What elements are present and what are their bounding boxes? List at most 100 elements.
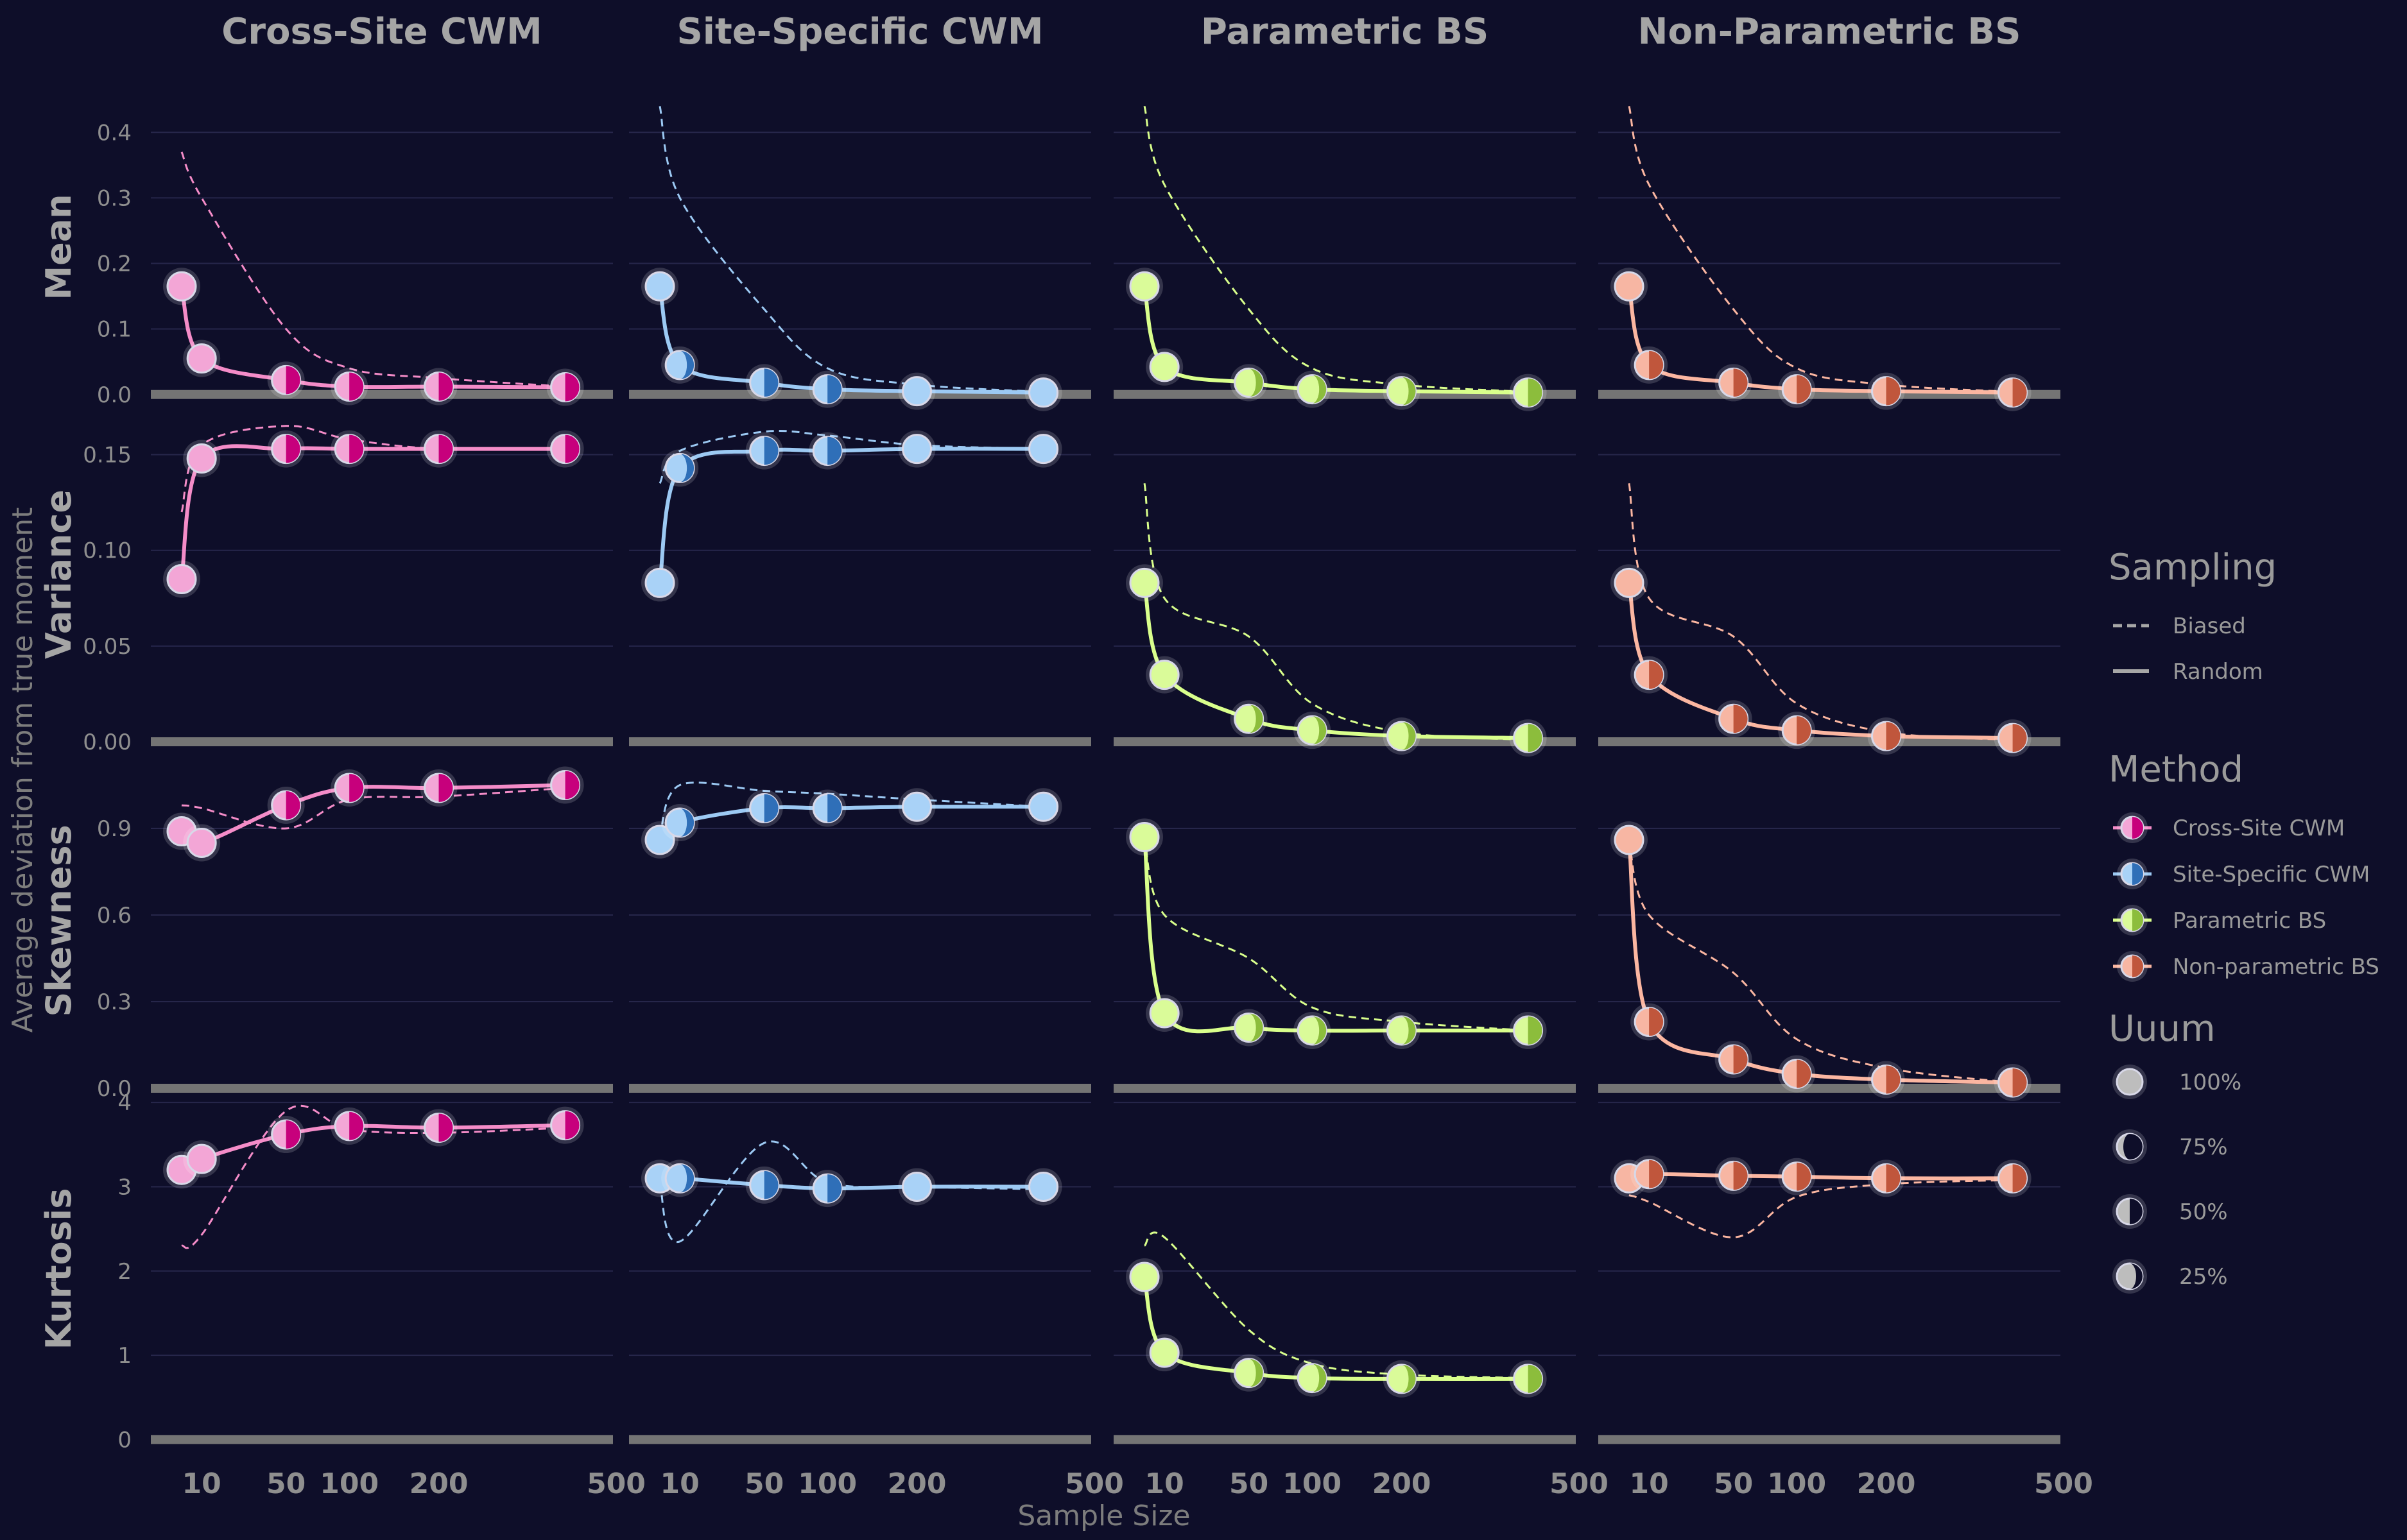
legend-key-uuum-50-fill (2130, 1199, 2143, 1224)
x-tick-label-site-specific-cwm-500: 500 (1065, 1467, 1124, 1500)
data-point-parametric-bs-kurtosis-1 (1146, 1334, 1184, 1372)
data-point-cross-site-cwm-kurtosis-2 (267, 1116, 305, 1154)
legend-key-uuum-25 (2112, 1259, 2147, 1294)
panel-skewness-parametric-bs (1114, 818, 1576, 1093)
x-tick-label-non-parametric-bs-50: 50 (1714, 1467, 1753, 1500)
data-point-site-specific-cwm-mean-2-fill (764, 368, 779, 397)
series-line-random-cross-site-cwm (180, 444, 565, 579)
x-tick-label-parametric-bs-100: 100 (1282, 1467, 1342, 1500)
data-point-site-specific-cwm-kurtosis-4-base (902, 1171, 933, 1202)
data-point-site-specific-cwm-skewness-5 (1024, 788, 1062, 826)
data-point-site-specific-cwm-mean-1 (661, 346, 699, 384)
data-point-parametric-bs-mean-4-fill (1401, 377, 1416, 406)
panel-kurtosis-cross-site-cwm (151, 1102, 613, 1444)
data-point-cross-site-cwm-skewness-4-fill (438, 774, 453, 802)
data-point-cross-site-cwm-kurtosis-1-base (186, 1143, 217, 1174)
data-point-site-specific-cwm-variance-4-base (902, 434, 933, 465)
data-point-non-parametric-bs-mean-1 (1630, 346, 1668, 384)
data-point-site-specific-cwm-variance-0-base (644, 567, 675, 598)
data-point-site-specific-cwm-mean-5-base (1028, 377, 1059, 408)
data-point-cross-site-cwm-variance-3 (331, 430, 368, 468)
panel-variance-non-parametric-bs (1598, 454, 2060, 757)
y-tick-label-skewness-2: 0.6 (97, 903, 132, 928)
data-point-non-parametric-bs-kurtosis-2 (1714, 1157, 1752, 1195)
data-point-cross-site-cwm-kurtosis-4 (420, 1109, 458, 1147)
data-point-cross-site-cwm-mean-3 (331, 368, 368, 406)
row-label-variance: Variance (39, 490, 79, 659)
data-point-site-specific-cwm-mean-2 (745, 364, 783, 402)
y-tick-label-mean-4: 0.4 (97, 120, 132, 146)
data-point-cross-site-cwm-mean-1 (183, 339, 221, 377)
data-point-parametric-bs-skewness-0 (1126, 818, 1163, 856)
series-line-random-site-specific-cwm (658, 447, 1044, 583)
data-point-parametric-bs-mean-2 (1230, 364, 1268, 402)
data-point-parametric-bs-kurtosis-4 (1383, 1360, 1420, 1398)
data-point-parametric-bs-skewness-2-fill (1248, 1013, 1263, 1042)
legend-label-uuum-75: 75% (2179, 1134, 2228, 1160)
data-point-non-parametric-bs-variance-3 (1778, 712, 1816, 749)
panel-mean-site-specific-cwm (629, 106, 1091, 411)
data-point-parametric-bs-mean-1 (1146, 348, 1184, 386)
data-point-non-parametric-bs-variance-0 (1610, 564, 1648, 602)
data-point-cross-site-cwm-mean-4 (420, 368, 458, 406)
data-point-parametric-bs-skewness-1-base (1149, 998, 1180, 1029)
data-point-parametric-bs-mean-5-fill (1528, 378, 1542, 407)
data-point-parametric-bs-mean-3-fill (1312, 375, 1327, 404)
data-point-site-specific-cwm-variance-3-fill (827, 436, 842, 465)
data-point-parametric-bs-variance-3-fill (1312, 716, 1327, 745)
legend-label-parametric-bs: Parametric BS (2173, 908, 2326, 934)
data-point-non-parametric-bs-skewness-5 (1994, 1064, 2032, 1101)
data-point-non-parametric-bs-variance-4 (1867, 717, 1905, 755)
series-line-biased-parametric-bs (1143, 837, 1528, 1032)
data-point-site-specific-cwm-skewness-3 (809, 789, 847, 827)
data-point-parametric-bs-variance-5-fill (1528, 724, 1542, 753)
legend: Sampling Biased Random Method Cross-Site CWM… (2109, 547, 2379, 1294)
panel-variance-cross-site-cwm (151, 425, 613, 747)
data-point-parametric-bs-mean-3 (1293, 370, 1331, 408)
x-tick-label-site-specific-cwm-50: 50 (745, 1467, 784, 1500)
data-point-parametric-bs-kurtosis-3-fill (1312, 1364, 1327, 1392)
y-tick-label-skewness-0: 0.0 (97, 1076, 132, 1102)
data-point-non-parametric-bs-kurtosis-4 (1867, 1159, 1905, 1197)
data-point-site-specific-cwm-skewness-2 (745, 789, 783, 827)
data-point-non-parametric-bs-mean-0-base (1614, 271, 1644, 302)
data-point-parametric-bs-skewness-5-fill (1528, 1016, 1542, 1045)
data-point-site-specific-cwm-variance-0 (641, 564, 678, 602)
legend-label-random: Random (2173, 659, 2263, 685)
data-point-cross-site-cwm-kurtosis-4-fill (438, 1113, 453, 1142)
data-point-cross-site-cwm-skewness-5-fill (565, 771, 580, 800)
data-point-cross-site-cwm-variance-5-fill (565, 434, 580, 463)
data-point-site-specific-cwm-skewness-5-base (1028, 791, 1059, 822)
data-point-parametric-bs-skewness-2 (1230, 1009, 1268, 1047)
row-label-mean: Mean (39, 194, 79, 300)
data-point-site-specific-cwm-mean-4 (898, 372, 936, 410)
data-point-cross-site-cwm-variance-4-fill (438, 434, 453, 463)
series-line-biased-cross-site-cwm (181, 1104, 565, 1249)
data-point-non-parametric-bs-skewness-2-fill (1733, 1045, 1748, 1074)
data-point-cross-site-cwm-variance-5 (546, 430, 584, 468)
series-line-biased-site-specific-cwm (659, 429, 1044, 484)
data-point-parametric-bs-variance-0-base (1129, 567, 1160, 598)
data-point-non-parametric-bs-skewness-4-fill (1886, 1065, 1901, 1094)
data-point-site-specific-cwm-mean-0 (641, 268, 678, 305)
data-point-site-specific-cwm-skewness-3-fill (827, 794, 842, 823)
data-point-site-specific-cwm-mean-3 (809, 370, 847, 408)
data-point-parametric-bs-kurtosis-4-fill (1401, 1364, 1416, 1393)
data-point-non-parametric-bs-mean-2 (1714, 364, 1752, 402)
data-point-cross-site-cwm-variance-2 (267, 430, 305, 468)
series-line-biased-site-specific-cwm (659, 1140, 1044, 1243)
legend-key-uuum-50 (2112, 1194, 2147, 1229)
y-tick-label-variance-1: 0.05 (83, 634, 132, 660)
y-tick-label-mean-0: 0.0 (97, 382, 132, 408)
data-point-cross-site-cwm-skewness-5 (546, 766, 584, 804)
data-point-parametric-bs-variance-4-fill (1401, 722, 1416, 751)
x-tick-label-cross-site-cwm-50: 50 (266, 1467, 306, 1500)
data-point-parametric-bs-mean-4 (1383, 372, 1420, 410)
data-point-non-parametric-bs-mean-3-fill (1797, 375, 1811, 404)
y-tick-label-mean-1: 0.1 (97, 317, 132, 343)
legend-key-point-site-specific-cwm-fill (2132, 863, 2143, 885)
data-point-parametric-bs-kurtosis-2 (1230, 1354, 1268, 1392)
data-point-site-specific-cwm-variance-5 (1024, 430, 1062, 468)
data-point-site-specific-cwm-mean-1-fill (680, 350, 694, 379)
data-point-site-specific-cwm-mean-3-fill (827, 375, 842, 404)
